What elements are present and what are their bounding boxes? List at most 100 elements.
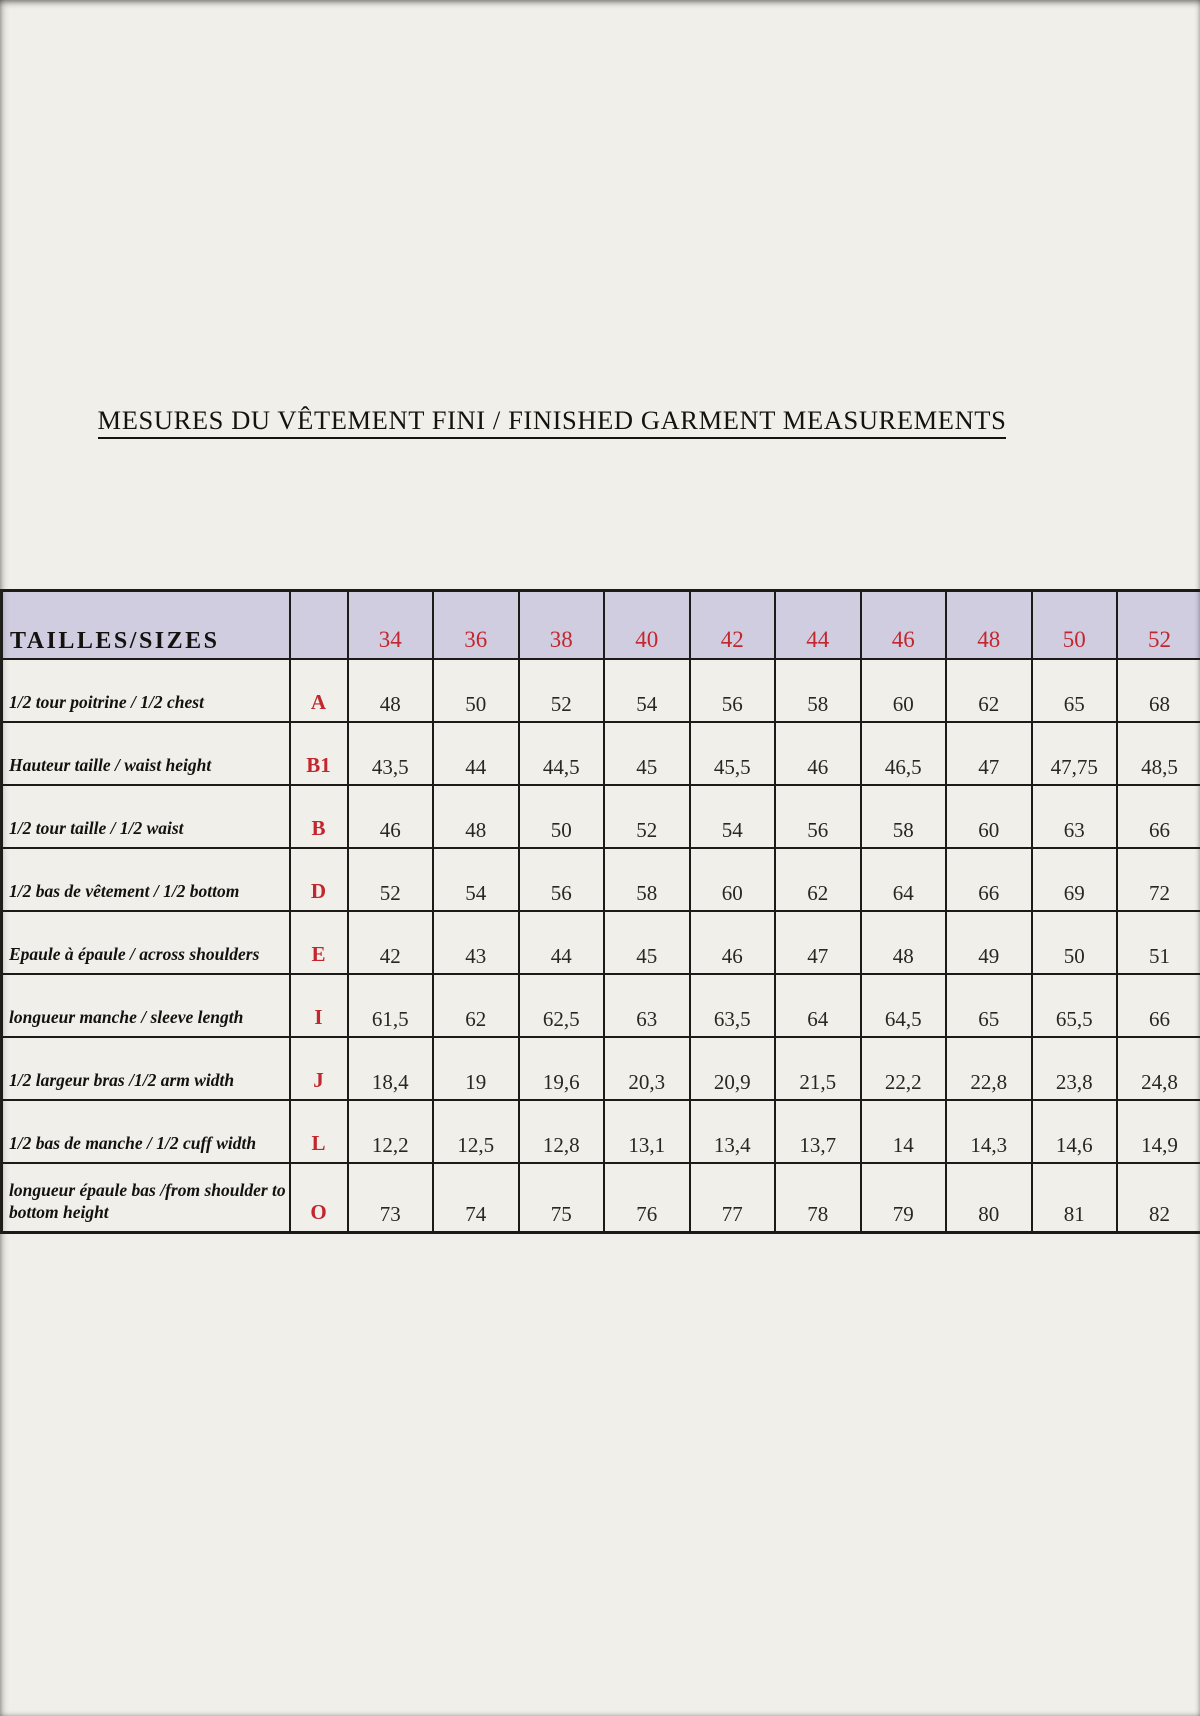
page-title: MESURES DU VÊTEMENT FINI / FINISHED GARM… [97,405,1007,439]
tailles-sizes-header: TAILLES/SIZES [0,589,291,660]
measurement-value: 63 [1030,784,1118,849]
size-header-cell: 52 [1116,589,1200,660]
measurement-value: 64,5 [859,973,947,1038]
size-header-cell: 44 [774,589,862,660]
size-header-cell: 34 [346,589,434,660]
measurement-label: 1/2 largeur bras /1/2 arm width [0,1036,291,1101]
measurement-value: 20,9 [688,1036,776,1101]
measurement-code: D [288,847,349,912]
measurement-code: L [288,1099,349,1164]
measurement-value: 74 [432,1162,520,1234]
measurement-value: 48 [346,658,434,723]
measurement-value: 66 [945,847,1033,912]
measurement-value: 20,3 [603,1036,691,1101]
size-header-cell: 40 [603,589,691,660]
table-row: longueur épaule bas /from shoulder to bo… [0,1162,1200,1234]
size-header-cell: 38 [517,589,605,660]
measurement-label: Hauteur taille / waist height [0,721,291,786]
measurement-value: 14,3 [945,1099,1033,1164]
measurement-value: 42 [346,910,434,975]
measurement-value: 22,2 [859,1036,947,1101]
measurement-value: 14,9 [1116,1099,1200,1164]
measurement-value: 44,5 [517,721,605,786]
measurement-value: 50 [1030,910,1118,975]
measurement-value: 81 [1030,1162,1118,1234]
measurement-value: 69 [1030,847,1118,912]
measurement-value: 62,5 [517,973,605,1038]
measurement-code: O [288,1162,349,1234]
measurement-label: 1/2 bas de vêtement / 1/2 bottom [0,847,291,912]
measurement-value: 46,5 [859,721,947,786]
measurement-value: 47 [774,910,862,975]
measurement-value: 50 [432,658,520,723]
size-header-cell: 48 [945,589,1033,660]
measurement-value: 82 [1116,1162,1200,1234]
measurement-value: 76 [603,1162,691,1234]
measurement-value: 45 [603,910,691,975]
measurement-value: 60 [945,784,1033,849]
measurement-value: 75 [517,1162,605,1234]
measurement-label: 1/2 bas de manche / 1/2 cuff width [0,1099,291,1164]
size-header-cell: 36 [432,589,520,660]
measurement-code: A [288,658,349,723]
measurement-value: 18,4 [346,1036,434,1101]
measurement-value: 54 [432,847,520,912]
measurement-value: 56 [688,658,776,723]
measurement-code: E [288,910,349,975]
measurement-value: 50 [517,784,605,849]
table-row: longueur manche / sleeve length I 61,5 62 62… [0,973,1200,1038]
measurement-code: J [288,1036,349,1101]
measurement-value: 49 [945,910,1033,975]
table-row: 1/2 tour poitrine / 1/2 chest A 48 50 52 54 56… [0,658,1200,723]
measurement-value: 52 [346,847,434,912]
size-header-cell: 50 [1030,589,1118,660]
table-row: 1/2 largeur bras /1/2 arm width J 18,4 19 19… [0,1036,1200,1101]
measurement-value: 54 [688,784,776,849]
code-column-header [288,589,349,660]
measurement-value: 78 [774,1162,862,1234]
measurement-value: 60 [859,658,947,723]
measurement-value: 21,5 [774,1036,862,1101]
measurement-value: 12,8 [517,1099,605,1164]
measurement-code: I [288,973,349,1038]
table-row: 1/2 tour taille / 1/2 waist B 46 48 50 52 54 56… [0,784,1200,849]
size-chart-table: TAILLES/SIZES 34 36 38 40 42 44 46 48 50 52 1/2 t… [0,589,1200,1234]
measurement-value: 72 [1116,847,1200,912]
measurement-value: 24,8 [1116,1036,1200,1101]
measurement-value: 14,6 [1030,1099,1118,1164]
measurement-value: 65,5 [1030,973,1118,1038]
measurement-value: 60 [688,847,776,912]
table-row: Hauteur taille / waist height B1 43,5 44 44,… [0,721,1200,786]
measurement-value: 19 [432,1036,520,1101]
measurement-value: 12,2 [346,1099,434,1164]
measurement-value: 68 [1116,658,1200,723]
measurement-label: 1/2 tour poitrine / 1/2 chest [0,658,291,723]
measurement-value: 23,8 [1030,1036,1118,1101]
measurement-value: 52 [603,784,691,849]
measurement-value: 62 [774,847,862,912]
measurement-value: 46 [688,910,776,975]
measurement-value: 48 [859,910,947,975]
measurement-value: 77 [688,1162,776,1234]
measurement-value: 63 [603,973,691,1038]
measurement-value: 65 [1030,658,1118,723]
size-header-cell: 46 [859,589,947,660]
measurement-value: 66 [1116,973,1200,1038]
measurement-value: 62 [945,658,1033,723]
measurement-value: 47 [945,721,1033,786]
measurement-value: 46 [774,721,862,786]
measurement-value: 80 [945,1162,1033,1234]
measurement-value: 58 [859,784,947,849]
measurement-label: Epaule à épaule / across shoulders [0,910,291,975]
measurement-value: 54 [603,658,691,723]
title-wrap: MESURES DU VÊTEMENT FINI / FINISHED GARM… [0,405,1104,439]
measurement-label: 1/2 tour taille / 1/2 waist [0,784,291,849]
measurement-value: 43 [432,910,520,975]
measurement-code: B1 [288,721,349,786]
measurement-value: 13,7 [774,1099,862,1164]
measurement-value: 46 [346,784,434,849]
measurement-value: 62 [432,973,520,1038]
measurement-value: 64 [859,847,947,912]
measurement-value: 79 [859,1162,947,1234]
table-row: 1/2 bas de vêtement / 1/2 bottom D 52 54 56 5… [0,847,1200,912]
